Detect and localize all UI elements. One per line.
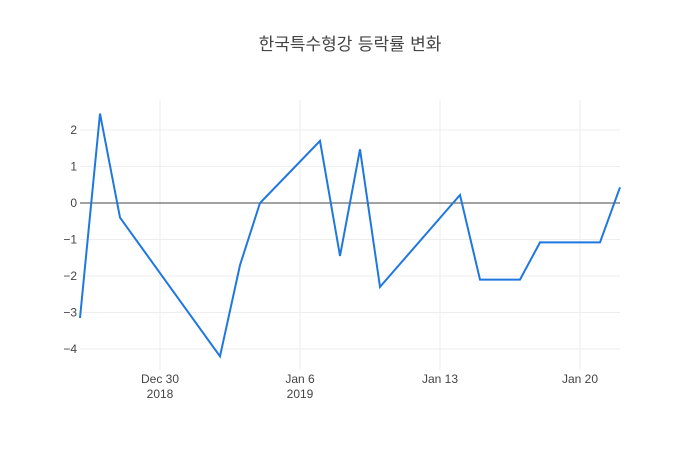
chart-title: 한국특수형강 등락률 변화	[258, 35, 442, 55]
y-tick-label: −4	[63, 342, 77, 356]
grid-lines	[80, 100, 620, 370]
x-tick-label: Dec 30	[141, 372, 179, 386]
y-tick-label: −2	[63, 269, 77, 283]
y-tick-label: −3	[63, 306, 77, 320]
x-tick-label: Jan 13	[422, 372, 458, 386]
x-tick-label: Jan 6	[285, 372, 315, 386]
x-tick-year-label: 2019	[287, 387, 314, 401]
y-axis: 2 1 0 −1 −2 −3 −4	[63, 123, 77, 356]
y-tick-label: 0	[70, 196, 77, 210]
y-tick-label: −1	[63, 233, 77, 247]
y-tick-label: 1	[70, 160, 77, 174]
series-line	[79, 113, 621, 359]
x-tick-label: Jan 20	[562, 372, 598, 386]
y-tick-label: 2	[70, 123, 77, 137]
x-tick-year-label: 2018	[147, 387, 174, 401]
